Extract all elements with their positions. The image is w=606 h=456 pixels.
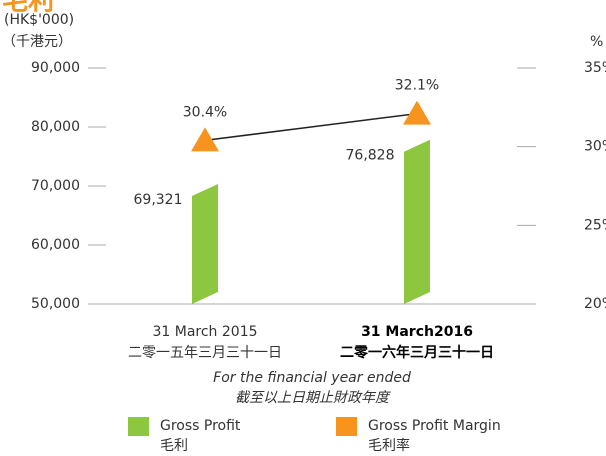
legend-swatch [128,417,149,436]
y-tick-label: 50,000 [31,296,80,312]
bar [192,184,218,304]
y2-tick-label: 35% [584,60,606,76]
chart-title: 毛利 [2,0,54,17]
marker [191,127,219,152]
legend-swatch [336,417,357,436]
y2-axis-label: % [590,34,603,50]
x-tick-label: 31 March2016 [361,324,473,340]
x-tick-label-zh: 二零一五年三月三十一日 [128,345,282,361]
bar [404,139,430,304]
y-tick-label: 60,000 [31,237,80,253]
y2-tick-label: 20% [584,296,606,312]
x-axis-label-zh: 截至以上日期止財政年度 [235,390,391,406]
y-tick-label: 70,000 [31,178,80,194]
legend-label: Gross Profit [160,418,241,434]
x-axis-label: For the financial year ended [213,370,411,386]
x-tick-label-zh: 二零一六年三月三十一日 [340,344,494,361]
y2-tick-label: 25% [584,217,606,233]
x-tick-label: 31 March 2015 [152,324,257,340]
marker [403,100,431,125]
y-tick-label: 80,000 [31,119,80,135]
legend-label-zh: 毛利 [160,438,188,454]
legend-label-zh: 毛利率 [368,437,410,454]
y-axis-label-zh: （千港元） [2,34,72,50]
data-label: 30.4% [183,104,227,120]
data-label: 32.1% [395,78,439,94]
y-axis-label: (HK$'000) [4,12,74,28]
y-tick-label: 90,000 [31,60,80,76]
line [204,112,418,142]
data-label: 69,321 [134,192,183,208]
data-label: 76,828 [346,148,395,164]
legend-label: Gross Profit Margin [368,418,501,434]
y2-tick-label: 30% [584,139,606,155]
